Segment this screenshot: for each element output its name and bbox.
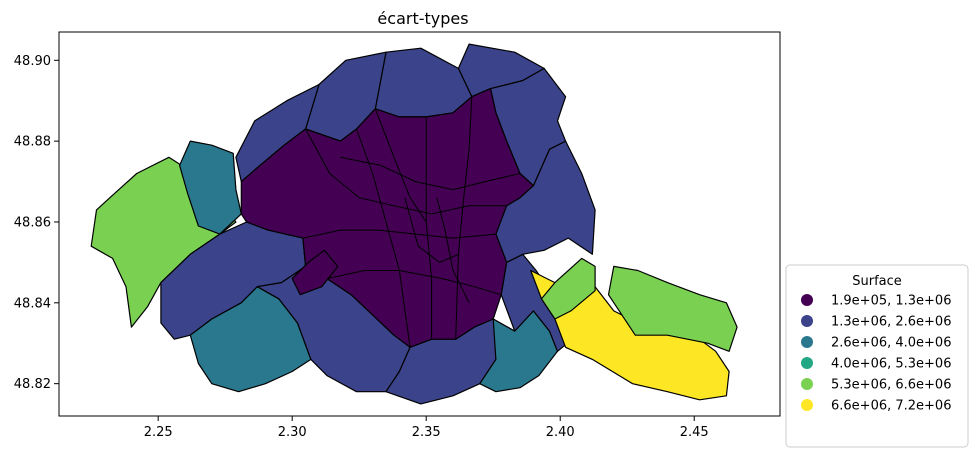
district-region-2 <box>179 140 242 235</box>
x-tick-label: 2.35 <box>412 425 441 440</box>
y-tick-label: 48.82 <box>14 377 51 392</box>
district-boundary-10 <box>436 197 470 304</box>
internal-boundaries <box>302 96 521 348</box>
x-tick-label: 2.30 <box>278 425 307 440</box>
legend-marker-1 <box>801 294 813 306</box>
district-region-10 <box>540 257 596 320</box>
legend-label-2: 1.3e+06, 2.6e+06 <box>831 315 951 330</box>
legend-label-5: 5.3e+06, 6.6e+06 <box>831 378 951 393</box>
y-tick-label: 48.90 <box>14 54 51 69</box>
plot-frame <box>58 31 781 417</box>
y-tick-label: 48.88 <box>14 135 51 150</box>
legend-marker-3 <box>801 336 813 348</box>
district-boundary-5 <box>302 229 496 239</box>
district-region-19 <box>291 249 339 296</box>
legend-label-4: 4.0e+06, 5.3e+06 <box>831 357 951 372</box>
district-boundary-9 <box>404 197 459 263</box>
legend-marker-2 <box>801 315 813 327</box>
map-layer <box>90 43 738 405</box>
y-tick-label: 48.84 <box>14 296 51 311</box>
x-axis: 2.25 2.30 2.35 2.40 2.45 <box>144 416 709 440</box>
district-boundary-1 <box>305 128 507 215</box>
district-boundary-6 <box>326 270 502 296</box>
y-tick-label: 48.86 <box>14 215 51 230</box>
district-boundary-8 <box>340 156 521 191</box>
legend-label-3: 2.6e+06, 4.0e+06 <box>831 336 951 351</box>
legend-label-1: 1.9e+05, 1.3e+06 <box>831 294 951 309</box>
chart-title: écart-types <box>377 9 468 28</box>
district-boundary-7 <box>374 108 427 223</box>
legend-items: 1.9e+05, 1.3e+06 1.3e+06, 2.6e+06 2.6e+06,… <box>801 294 951 414</box>
legend-marker-6 <box>801 399 813 411</box>
district-region-18 <box>240 87 535 348</box>
x-tick-label: 2.25 <box>144 425 173 440</box>
legend-marker-4 <box>801 357 813 369</box>
district-region-11 <box>607 265 738 352</box>
legend-marker-5 <box>801 378 813 390</box>
district-boundary-2 <box>356 128 411 348</box>
legend-label-6: 6.6e+06, 7.2e+06 <box>831 399 951 414</box>
y-axis: 48.82 48.84 48.86 48.88 48.90 <box>14 54 59 392</box>
legend: Surface 1.9e+05, 1.3e+06 1.3e+06, 2.6e+06… <box>785 264 969 448</box>
legend-title: Surface <box>852 274 902 289</box>
x-tick-label: 2.45 <box>680 425 709 440</box>
legend-box <box>785 264 969 448</box>
x-tick-label: 2.40 <box>546 425 575 440</box>
district-region-15 <box>374 47 473 118</box>
